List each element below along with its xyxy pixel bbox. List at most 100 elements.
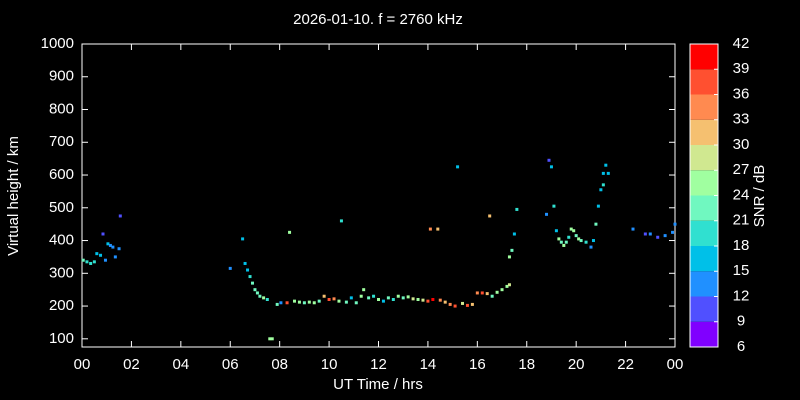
data-point [500, 288, 504, 292]
x-tick-label: 14 [420, 356, 437, 373]
data-point [377, 298, 380, 302]
data-point [401, 296, 405, 300]
data-point [270, 337, 274, 341]
data-point [99, 253, 103, 257]
data-point [246, 268, 250, 272]
data-point [547, 158, 551, 162]
data-point [372, 294, 376, 298]
x-tick-label: 22 [617, 356, 634, 373]
colorbar-segment [690, 195, 718, 221]
data-point [507, 255, 511, 259]
y-tick-label: 600 [49, 166, 74, 183]
data-point [250, 281, 254, 285]
data-point [643, 232, 647, 236]
y-tick-label: 400 [49, 232, 74, 249]
y-axis-label: Virtual height / km [5, 136, 22, 256]
data-point [258, 294, 262, 298]
data-point [599, 188, 603, 192]
data-point [349, 296, 353, 300]
data-point [577, 237, 581, 241]
data-point [475, 291, 479, 295]
data-point [552, 204, 556, 208]
data-point [601, 171, 605, 175]
colorbar-segment [690, 119, 718, 145]
y-tick-label: 700 [49, 133, 74, 150]
data-point [601, 183, 605, 187]
data-point [391, 298, 395, 302]
data-point [673, 222, 677, 226]
colorbar-tick-label: 42 [733, 35, 750, 52]
y-tick-label: 500 [49, 199, 74, 216]
data-point [285, 301, 289, 305]
data-point [562, 243, 566, 247]
colorbar-tick-label: 9 [737, 313, 745, 330]
colorbar-tick-label: 6 [737, 338, 745, 355]
data-point [428, 227, 432, 231]
x-tick-label: 02 [123, 356, 140, 373]
data-point [485, 292, 489, 296]
data-point [243, 261, 247, 265]
data-point [362, 288, 366, 292]
data-point [359, 294, 363, 298]
data-point [279, 301, 283, 305]
data-point [567, 235, 571, 239]
data-point [297, 300, 301, 304]
x-tick-label: 06 [222, 356, 239, 373]
data-point [584, 240, 588, 244]
data-point [307, 300, 311, 304]
data-point [322, 294, 326, 298]
chart-title: 2026-01-10. f = 2760 kHz [293, 11, 463, 28]
x-tick-label: 20 [568, 356, 585, 373]
data-point [512, 232, 516, 236]
x-tick-label: 00 [667, 356, 684, 373]
data-point [92, 260, 96, 264]
data-point [663, 234, 667, 238]
data-point [118, 214, 122, 218]
data-point [367, 296, 371, 300]
colorbar-segment [690, 94, 718, 120]
data-point [453, 304, 457, 308]
data-point [85, 260, 89, 264]
data-point [507, 283, 511, 287]
colorbar-segment [690, 69, 718, 95]
data-point [456, 165, 460, 169]
data-point [317, 299, 321, 303]
data-point [443, 300, 447, 304]
data-point [656, 235, 660, 239]
colorbar-tick-label: 12 [733, 287, 750, 304]
data-point [106, 242, 110, 246]
data-point [569, 227, 573, 231]
colorbar-tick-label: 24 [733, 186, 750, 203]
colorbar-tick-label: 15 [733, 262, 750, 279]
y-tick-label: 300 [49, 264, 74, 281]
data-point [111, 245, 115, 249]
data-point [671, 230, 675, 234]
data-point [103, 258, 107, 262]
data-point [431, 298, 435, 302]
data-point [302, 301, 306, 305]
data-point [108, 243, 112, 247]
colorbar-segment [690, 271, 718, 297]
data-point [510, 248, 514, 252]
data-point [255, 291, 259, 295]
data-point [337, 299, 341, 303]
data-point [572, 229, 576, 233]
data-point [312, 301, 316, 305]
data-point [396, 294, 400, 298]
x-tick-label: 04 [172, 356, 189, 373]
data-point [465, 303, 469, 307]
data-point [554, 229, 558, 233]
colorbar-segment [690, 170, 718, 196]
data-point [288, 230, 292, 234]
colorbar-segment [690, 145, 718, 171]
data-point [574, 234, 578, 238]
y-tick-label: 900 [49, 68, 74, 85]
data-point [490, 294, 494, 298]
y-tick-label: 1000 [41, 35, 74, 52]
data-point [436, 227, 440, 231]
colorbar-tick-label: 18 [733, 237, 750, 254]
data-point [631, 227, 635, 231]
data-point [596, 204, 600, 208]
x-tick-label: 08 [271, 356, 288, 373]
